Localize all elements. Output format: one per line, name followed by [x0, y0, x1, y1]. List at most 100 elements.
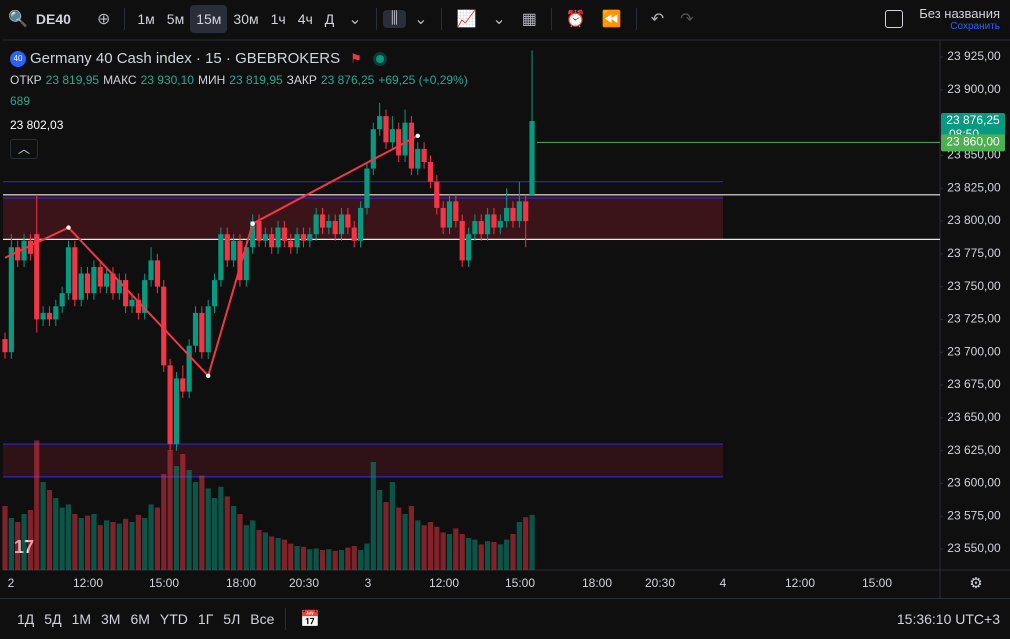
- interval-button[interactable]: 1м: [137, 11, 155, 27]
- candles-type[interactable]: ⫼: [382, 10, 407, 28]
- candle-body: [307, 234, 313, 241]
- separator: [375, 8, 377, 30]
- volume-bar: [46, 490, 53, 570]
- volume-bar: [485, 541, 491, 570]
- candle-body: [59, 293, 65, 307]
- add-symbol[interactable]: ⊕: [96, 11, 111, 28]
- volume-bar: [161, 474, 167, 570]
- low-value: 23 819,95: [229, 72, 283, 87]
- interval-button[interactable]: 1ч: [270, 11, 286, 27]
- volume-bar: [294, 546, 300, 570]
- candle-body: [300, 234, 307, 241]
- open-label: ОТКР: [10, 72, 42, 87]
- redo[interactable]: ↷: [680, 11, 694, 28]
- low-label: МИН: [197, 72, 226, 87]
- indicators[interactable]: 📈: [456, 11, 477, 28]
- bottom-bar: 1Д 5Д 1М 3М 6М YTD 1Г 5Л Все 📅 15:36:10 UTC+3: [0, 598, 1010, 639]
- volume-bar: [192, 482, 199, 570]
- volume-bar: [415, 520, 421, 570]
- y-tick-label: 23 925,00: [947, 49, 1001, 63]
- interval-menu[interactable]: ⌄: [348, 11, 362, 28]
- layout-checkbox[interactable]: [885, 10, 904, 28]
- candle-body: [78, 273, 84, 300]
- candle-body: [231, 240, 237, 261]
- volume-bar: [8, 518, 14, 570]
- y-tick-label: 23 600,00: [947, 476, 1001, 490]
- volume-bar: [231, 506, 237, 570]
- volume-bar: [421, 525, 427, 570]
- settings-icon[interactable]: ⚙: [969, 575, 982, 592]
- x-tick-label: 12:00: [785, 576, 815, 590]
- interval-button[interactable]: Д: [324, 11, 335, 27]
- candle-body: [478, 221, 484, 235]
- chart-type-menu[interactable]: ⌄: [414, 11, 428, 28]
- volume-bar: [205, 488, 211, 570]
- volume-bar: [237, 514, 243, 570]
- date-range[interactable]: 📅: [300, 611, 321, 628]
- y-tick-label: 23 550,00: [947, 541, 1001, 555]
- volume-bar: [65, 504, 72, 570]
- volume-bar: [110, 522, 116, 570]
- candle-body: [40, 312, 46, 320]
- range-button[interactable]: Все: [250, 611, 275, 627]
- interval-button[interactable]: 30м: [233, 11, 259, 27]
- flag[interactable]: ⚑: [350, 50, 362, 66]
- range-button[interactable]: 1Г: [197, 611, 214, 627]
- range-button[interactable]: 1М: [71, 611, 92, 627]
- volume-bar: [351, 546, 357, 570]
- undo[interactable]: ↶: [650, 11, 665, 28]
- volume-bar: [91, 514, 97, 570]
- x-tick-label: 12:00: [429, 576, 459, 590]
- alert[interactable]: ⏰: [565, 11, 586, 28]
- separator: [285, 608, 287, 630]
- crosshair-row: 23 802,03: [10, 114, 468, 135]
- volume-bar: [332, 550, 338, 570]
- layout-title[interactable]: Без названия Сохранить: [919, 6, 1000, 32]
- volume-bar: [383, 502, 389, 570]
- y-tick-label: 23 675,00: [947, 377, 1001, 391]
- candle-body: [72, 247, 78, 300]
- range-button[interactable]: 6М: [130, 611, 150, 627]
- volume-bar: [34, 440, 40, 570]
- y-tick-label: 23 775,00: [947, 246, 1001, 260]
- candle-body: [516, 201, 522, 222]
- price-tag: [941, 134, 1005, 152]
- volume-bar: [180, 454, 186, 570]
- volume-bar: [472, 539, 478, 570]
- ohlc-row: ОТКР 23 819,95 МАКС 23 930,10 МИН 23 819,95…: [10, 69, 468, 90]
- candle-body: [326, 221, 332, 228]
- range-button[interactable]: 3М: [101, 611, 121, 627]
- candle-body: [135, 299, 141, 313]
- candle-body: [269, 234, 275, 248]
- separator: [124, 8, 126, 30]
- layouts[interactable]: ▦: [521, 11, 537, 28]
- symbol[interactable]: DE40: [35, 11, 71, 27]
- plot-area: [3, 40, 940, 570]
- interval-button[interactable]: 15м: [190, 5, 228, 33]
- volume-bar: [427, 522, 434, 570]
- candle-body: [180, 378, 186, 392]
- range-button[interactable]: 5Д: [44, 611, 62, 627]
- collapse-button[interactable]: ︿: [10, 139, 38, 159]
- separator: [550, 8, 552, 30]
- high-label: МАКС: [103, 72, 137, 87]
- range-button[interactable]: YTD: [159, 611, 188, 627]
- interval-button[interactable]: 4ч: [297, 11, 313, 27]
- volume-bar: [123, 518, 129, 570]
- range-button[interactable]: 5Л: [223, 611, 241, 627]
- replay[interactable]: ⏪: [601, 11, 622, 28]
- high-value: 23 930,10: [140, 72, 194, 87]
- indicators-menu[interactable]: ⌄: [492, 11, 506, 28]
- range-button[interactable]: 1Д: [17, 611, 35, 627]
- volume-bar: [319, 550, 326, 570]
- volume-row: 689: [10, 90, 468, 111]
- y-tick-label: 23 800,00: [947, 213, 1001, 227]
- candle-body: [2, 339, 8, 353]
- volume-bar: [516, 522, 522, 570]
- candle-body: [173, 378, 180, 445]
- y-tick-label: 23 725,00: [947, 312, 1001, 326]
- volume-bar: [186, 470, 192, 570]
- interval-button[interactable]: 5м: [166, 11, 185, 27]
- candle-body: [27, 240, 33, 254]
- candle-body: [491, 214, 497, 228]
